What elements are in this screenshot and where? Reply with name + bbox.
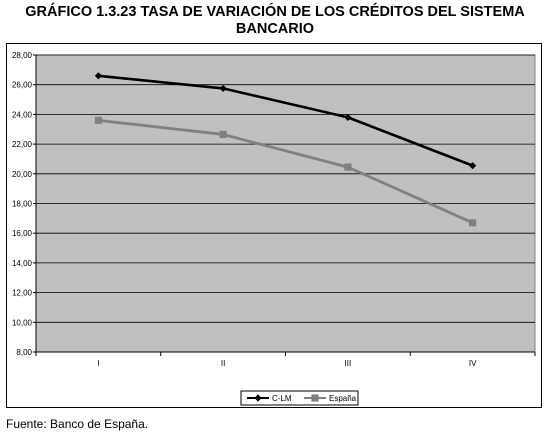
chart-title: GRÁFICO 1.3.23 TASA DE VARIACIÓN DE LOS … <box>0 4 550 38</box>
legend: C-LM España <box>240 390 359 406</box>
y-tick-label: 24,00 <box>12 110 33 119</box>
data-point-espa-a <box>219 130 227 139</box>
source-note: Fuente: Banco de España. <box>6 417 149 431</box>
chart-title-line-2: BANCARIO <box>235 21 315 37</box>
data-point-c-lm <box>94 72 102 80</box>
series-line-c-lm <box>98 74 474 167</box>
y-tick-label: 18,00 <box>12 200 33 209</box>
x-tick-label: III <box>345 359 352 368</box>
data-point-c-lm <box>469 162 477 170</box>
legend-swatch-marker <box>311 394 319 402</box>
y-tick-label: 12,00 <box>12 289 33 298</box>
legend-label: C-LM <box>272 394 292 403</box>
data-point-espa-a <box>469 219 477 227</box>
x-tick-label: IV <box>469 359 477 368</box>
legend-swatch-marker <box>254 394 262 402</box>
y-tick-label: 28,00 <box>12 51 33 60</box>
data-point-c-lm <box>219 84 227 93</box>
data-point-c-lm <box>344 113 352 121</box>
y-tick-label: 22,00 <box>12 140 33 149</box>
y-tick-label: 20,00 <box>12 170 33 179</box>
y-tick-label: 14,00 <box>12 259 33 268</box>
series-line-espa-a <box>98 118 474 225</box>
legend-box <box>240 390 359 406</box>
y-tick-label: 16,00 <box>12 229 33 238</box>
x-tick-label: II <box>221 359 225 368</box>
x-tick-label: I <box>97 359 99 368</box>
chart-title-line-1: GRÁFICO 1.3.23 TASA DE VARIACIÓN DE LOS … <box>25 4 525 20</box>
data-point-espa-a <box>344 163 352 171</box>
data-point-espa-a <box>94 116 102 124</box>
y-tick-label: 26,00 <box>12 81 33 90</box>
y-tick-label: 8,00 <box>16 348 32 357</box>
legend-label: España <box>329 394 357 403</box>
y-tick-label: 10,00 <box>12 318 33 327</box>
